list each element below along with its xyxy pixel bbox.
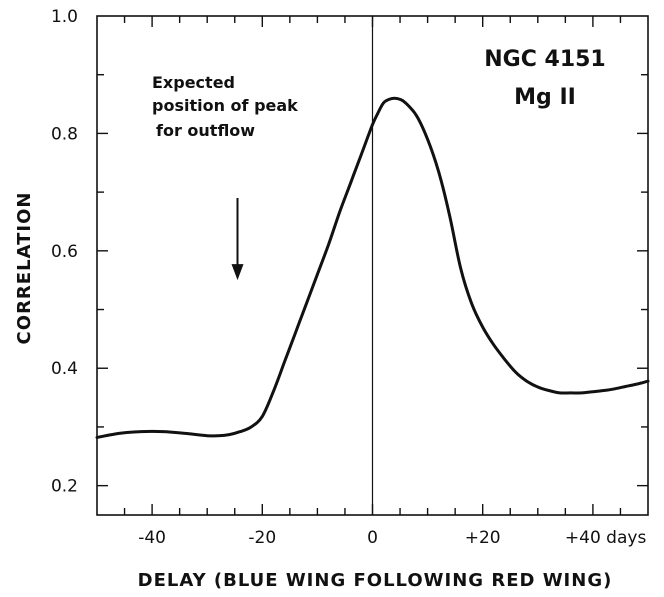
annotation-text-line: position of peak bbox=[152, 96, 298, 115]
expected-peak-arrowhead bbox=[231, 264, 244, 281]
x-tick-label: +20 bbox=[465, 528, 501, 548]
y-tick-label: 0.6 bbox=[51, 242, 78, 262]
x-axis-title: DELAY (BLUE WING FOLLOWING RED WING) bbox=[138, 570, 613, 591]
y-tick-label: 0.2 bbox=[51, 477, 78, 497]
y-tick-label: 0.8 bbox=[51, 124, 78, 144]
panel-label-line: Mg II bbox=[514, 85, 576, 110]
x-tick-label: +40 days bbox=[565, 528, 647, 548]
x-tick-label: -20 bbox=[248, 528, 276, 548]
x-tick-label: -40 bbox=[138, 528, 166, 548]
x-tick-label: 0 bbox=[367, 528, 378, 548]
correlation-curve bbox=[95, 96, 650, 439]
annotation-text-line: for outflow bbox=[156, 121, 255, 140]
panel-label-object: NGC 4151 bbox=[484, 47, 606, 72]
y-tick-label: 1.0 bbox=[51, 7, 78, 27]
annotation-text-line: Expected bbox=[152, 73, 235, 92]
y-axis-title: CORRELATION bbox=[14, 192, 35, 345]
y-tick-label: 0.4 bbox=[51, 359, 78, 379]
